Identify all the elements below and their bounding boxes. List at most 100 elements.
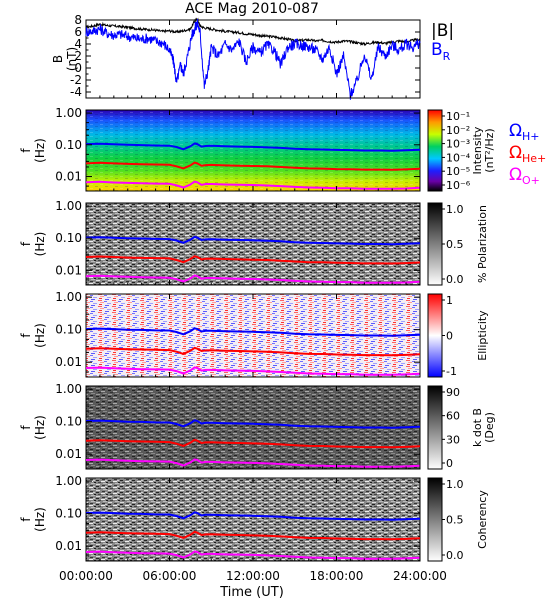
f-ylabel-unit: (Hz) xyxy=(33,232,47,257)
b-ylabel-unit: (nT) xyxy=(65,47,79,71)
b-ytick-label: 4 xyxy=(74,37,82,51)
colorbar-tick-label: 0.5 xyxy=(446,238,464,251)
f-ylabel-unit: (Hz) xyxy=(33,323,47,348)
b-total-line xyxy=(85,17,421,47)
b-ylabel: B (nT) xyxy=(51,47,79,71)
colorbar-tick-label: 10⁻⁶ xyxy=(446,179,471,192)
f-ylabel-unit: (Hz) xyxy=(33,507,47,532)
colorbar xyxy=(427,293,443,378)
spectrogram-panel-intensity: 1.00 0.10 0.01 f (Hz) 10⁻¹10⁻²10⁻³10⁻⁴10⁻⁵10⁻… xyxy=(19,106,496,192)
b-ytick-label: 0 xyxy=(74,61,82,75)
colorbar-tick-label: 0 xyxy=(446,457,453,470)
f-ytick-label: 0.10 xyxy=(55,323,82,337)
omega_he-line xyxy=(85,161,421,171)
f-ytick-label: 1.00 xyxy=(55,290,82,304)
omega_h-line xyxy=(85,511,421,521)
colorbar-tick-label: -1 xyxy=(446,365,457,378)
colorbar-label-text: Coherency xyxy=(476,490,489,549)
colorbar-label-text: k dot B xyxy=(471,408,484,447)
colorbar-label: Intensity (nT²/Hz) xyxy=(471,126,496,174)
omega-o-legend: ΩO+ xyxy=(509,165,540,187)
omega-h-legend: ΩH+ xyxy=(509,121,540,143)
f-ylabel: f (Hz) xyxy=(19,507,47,532)
omega-he-legend: ΩHe+ xyxy=(509,143,546,165)
f-ylabel: f (Hz) xyxy=(19,138,47,163)
colorbar-tick-label: 1.0 xyxy=(446,478,464,491)
colorbar-label: Coherency xyxy=(476,490,489,549)
omega_h-line xyxy=(85,142,421,152)
omega_he-line xyxy=(85,255,421,265)
colorbar-tick-label: 1 xyxy=(446,294,453,307)
colorbar-tick-label: 0.5 xyxy=(446,514,464,527)
omega_h-line xyxy=(85,419,421,429)
f-ytick-label: 0.10 xyxy=(55,507,82,521)
f-ytick-label: 0.01 xyxy=(55,263,82,277)
b-ytick-label: 6 xyxy=(74,25,82,39)
colorbar-tick-label: 30 xyxy=(446,433,460,446)
omega-o-subscript: O+ xyxy=(522,174,540,187)
colorbar-label-text: Ellipticity xyxy=(476,310,489,361)
b-ytick-label: -2 xyxy=(70,73,82,87)
spectrogram-panel-ellipticity: 1.00 0.10 0.01 f (Hz) 1 0 -1 Ellipticity xyxy=(19,290,489,378)
f-ylabel: f (Hz) xyxy=(19,323,47,348)
f-ytick-label: 1.00 xyxy=(55,106,82,120)
colorbar-tick-label: 60 xyxy=(446,410,460,423)
omega_o-line xyxy=(85,458,421,468)
colorbar-tick-label: 10⁻¹ xyxy=(446,110,470,123)
x-tick-label: 06:00:00 xyxy=(143,569,197,583)
omega_o-line xyxy=(85,180,421,190)
omega_he-line xyxy=(85,346,421,357)
colorbar-tick-label: 10⁻³ xyxy=(446,138,470,151)
f-ylabel: f (Hz) xyxy=(19,232,47,257)
omega-he-subscript: He+ xyxy=(522,152,546,165)
b-panel-frame xyxy=(85,19,421,99)
x-tick-label: 24:00:00 xyxy=(393,569,447,583)
f-ytick-label: 1.00 xyxy=(55,474,82,488)
gyrofrequency-legend: ΩH+ ΩHe+ ΩO+ xyxy=(509,121,546,187)
f-ylabel-text: f xyxy=(19,148,33,153)
omega_o-line xyxy=(85,366,421,376)
omega_he-line xyxy=(85,530,421,541)
f-ylabel-unit: (Hz) xyxy=(33,415,47,440)
f-ylabel: f (Hz) xyxy=(19,415,47,440)
b-total-legend: |B| xyxy=(431,21,454,41)
colorbar-label-text: % Polarization xyxy=(476,205,489,283)
colorbar-tick-label: 10⁻⁵ xyxy=(446,165,470,178)
colorbar-tick-label: 0.0 xyxy=(446,549,464,562)
spectrogram-panels: 1.000.100.01f (Hz)10⁻¹10⁻²10⁻³10⁻⁴10⁻⁵10⁻… xyxy=(19,106,496,562)
omega-h-subscript: H+ xyxy=(522,130,540,143)
colorbar xyxy=(427,202,443,286)
b-legend: |B| BR xyxy=(431,21,454,63)
colorbar-label: k dot B (Deg) xyxy=(471,408,496,447)
colorbar-label-text: Intensity xyxy=(471,126,484,174)
spectrogram-panel-coherency: 1.00 0.10 0.01 f (Hz) 1.0 0.5 0.0 Coherency xyxy=(19,474,489,562)
f-ylabel-text: f xyxy=(19,517,33,522)
omega_he-line xyxy=(85,438,421,449)
x-tick-label: 00:00:00 xyxy=(59,569,113,583)
f-ytick-label: 0.01 xyxy=(55,539,82,553)
f-ytick-label: 1.00 xyxy=(55,382,82,396)
x-tick-label: 12:00:00 xyxy=(226,569,280,583)
omega_o-line xyxy=(85,274,421,284)
b-ytick-label: -4 xyxy=(70,85,82,99)
b-ytick-label: 8 xyxy=(74,13,82,27)
f-ylabel-text: f xyxy=(19,333,33,338)
colorbar-label-unit: (Deg) xyxy=(483,412,496,443)
colorbar xyxy=(427,109,443,192)
colorbar-label-unit: (nT²/Hz) xyxy=(483,128,496,172)
f-ytick-label: 0.10 xyxy=(55,415,82,429)
figure-title: ACE Mag 2010-087 xyxy=(185,1,319,17)
colorbar-tick-label: 1.0 xyxy=(446,203,464,216)
f-ylabel-unit: (Hz) xyxy=(33,138,47,163)
colorbar-tick-label: 0 xyxy=(446,330,453,343)
colorbar xyxy=(427,385,443,470)
spectrogram-panel-k-dot-b: 1.00 0.10 0.01 f (Hz) 90 60 30 0 k dot B (Deg) xyxy=(19,382,496,470)
colorbar-tick-label: 90 xyxy=(446,386,460,399)
x-tick-label: 18:00:00 xyxy=(310,569,364,583)
omega_h-line xyxy=(85,327,421,337)
colorbar-tick-label: 10⁻² xyxy=(446,124,470,137)
b-radial-legend: BR xyxy=(431,40,451,63)
omega_h-line xyxy=(85,235,421,246)
f-ytick-label: 0.10 xyxy=(55,138,82,152)
